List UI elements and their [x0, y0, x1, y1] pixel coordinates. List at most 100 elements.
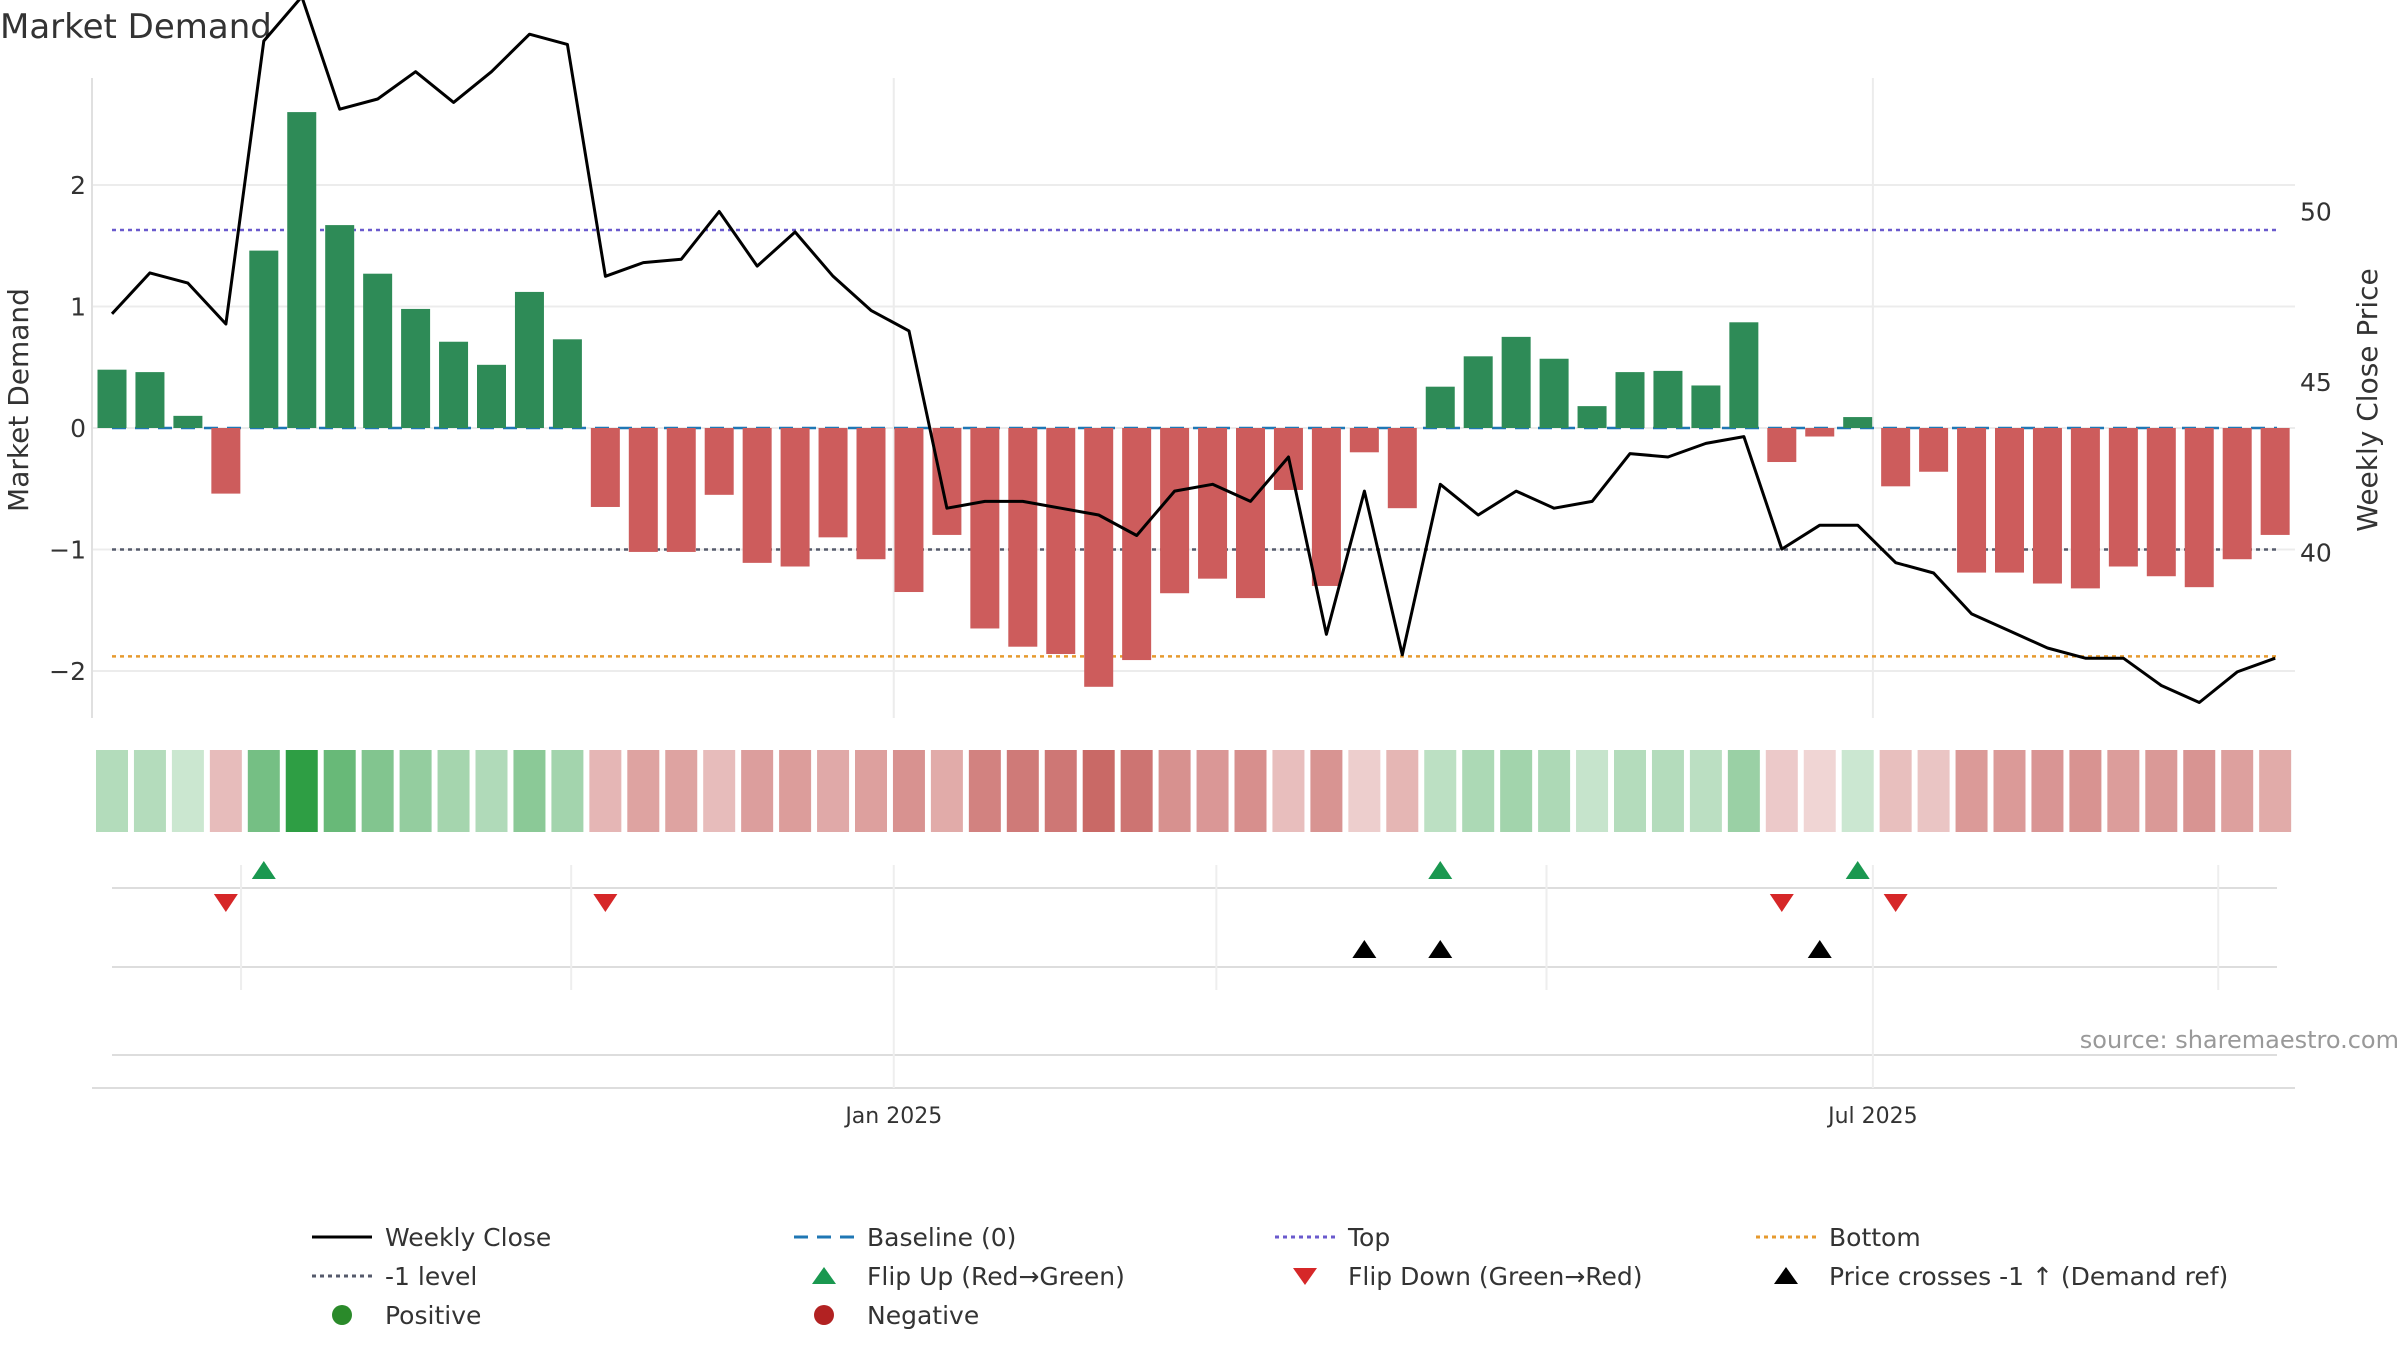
legend: Weekly Close Baseline (0) Top Bottom -1 leve… [312, 1223, 2228, 1330]
demand-bar [1311, 428, 1341, 586]
heat-cell [1917, 750, 1950, 832]
legend-item: Top [1275, 1223, 1390, 1252]
demand-bar [1577, 406, 1607, 428]
demand-bar [666, 428, 696, 552]
heat-cell [1879, 750, 1912, 832]
heat-cell [1651, 750, 1684, 832]
demand-bar [704, 428, 734, 495]
heat-cell [1272, 750, 1305, 832]
demand-bar [2184, 428, 2214, 588]
legend-item: Flip Down (Green→Red) [1293, 1262, 1643, 1291]
heat-cell [209, 750, 242, 832]
demand-bar [1160, 428, 1190, 594]
flip-up-marker [1845, 861, 1870, 879]
legend-label: Flip Up (Red→Green) [867, 1262, 1125, 1291]
heat-cell [855, 750, 887, 832]
demand-bar [1995, 428, 2024, 573]
demand-bar [1463, 356, 1493, 428]
demand-bar [287, 112, 317, 428]
demand-bar [590, 428, 620, 507]
demand-bar [1387, 428, 1417, 509]
legend-item: Negative [814, 1301, 979, 1330]
heat-cell [703, 750, 736, 832]
y-tick-label: 1 [70, 293, 86, 322]
demand-bar [894, 428, 924, 593]
signal-markers: Jan 2025 Jul 2025 [92, 861, 2295, 1129]
demand-bar [628, 428, 658, 552]
legend-item: Bottom [1756, 1223, 1921, 1252]
demand-bar [1084, 428, 1114, 687]
demand-bar [325, 225, 355, 428]
legend-label: Negative [867, 1301, 979, 1330]
legend-label: Positive [385, 1301, 481, 1330]
demand-bar [2146, 428, 2176, 577]
demand-heat-strip [96, 750, 2292, 832]
demand-bar [97, 369, 127, 428]
heat-cell [2069, 750, 2102, 832]
demand-bar [439, 341, 469, 428]
legend-swatch [1774, 1267, 1798, 1284]
demand-bar [2222, 428, 2252, 560]
legend-item: Baseline (0) [794, 1223, 1016, 1252]
heat-cell [1424, 750, 1457, 832]
heat-cell [1120, 750, 1153, 832]
heat-cell [1727, 750, 1760, 832]
legend-item: Price crosses -1 ↑ (Demand ref) [1774, 1262, 2228, 1291]
heat-cell [1576, 750, 1609, 832]
price-line [110, 0, 2276, 704]
demand-bar [1198, 428, 1228, 579]
demand-bar [818, 428, 848, 538]
heat-cell [1158, 750, 1191, 832]
demand-bar [1653, 370, 1683, 428]
heat-cell [361, 750, 394, 832]
legend-item: Flip Up (Red→Green) [812, 1262, 1125, 1291]
heat-cell [1500, 750, 1533, 832]
flip-down-marker [1769, 894, 1794, 912]
chart-title: Market Demand [0, 7, 272, 47]
demand-bar [552, 339, 582, 428]
demand-bar [514, 291, 544, 428]
heat-cell [2183, 750, 2216, 832]
heat-cell [1310, 750, 1343, 832]
demand-bar [1008, 428, 1038, 647]
weekly-close-line [110, 0, 2276, 704]
demand-bar [970, 428, 1000, 629]
demand-bar [477, 364, 506, 428]
heat-cell [2107, 750, 2140, 832]
legend-swatch [814, 1305, 834, 1325]
legend-label: Weekly Close [385, 1223, 551, 1252]
legend-swatch [812, 1267, 836, 1284]
heat-cell [133, 750, 166, 832]
demand-bar [2070, 428, 2100, 589]
demand-bar [1919, 428, 1949, 472]
demand-bar [211, 428, 241, 494]
demand-bar [932, 428, 962, 535]
demand-bar [1957, 428, 1987, 573]
y2-tick-label: 45 [2300, 368, 2332, 397]
legend-label: Flip Down (Green→Red) [1348, 1262, 1643, 1291]
demand-bar [1349, 428, 1379, 453]
heat-cell [2031, 750, 2064, 832]
heat-cell [2259, 750, 2292, 832]
heat-cell [741, 750, 774, 832]
heat-cell [285, 750, 318, 832]
heat-cell [968, 750, 1001, 832]
demand-bar [2032, 428, 2062, 584]
demand-bar [401, 308, 431, 428]
heat-cell [930, 750, 963, 832]
y-tick-label: 0 [70, 414, 86, 443]
legend-item: Weekly Close [312, 1223, 551, 1252]
legend-swatch [332, 1305, 352, 1325]
heat-cell [551, 750, 584, 832]
axes: 2 1 0 −1 −2 50 45 40 [49, 78, 2332, 718]
demand-bar [1122, 428, 1152, 661]
legend-item: -1 level [312, 1262, 477, 1291]
heat-cell [513, 750, 546, 832]
flip-up-marker [251, 861, 276, 879]
flip-up-marker [1428, 861, 1453, 879]
legend-label: -1 level [385, 1262, 477, 1291]
demand-bar [780, 428, 810, 567]
price-cross-marker [1352, 940, 1377, 958]
demand-bars [97, 112, 2290, 687]
